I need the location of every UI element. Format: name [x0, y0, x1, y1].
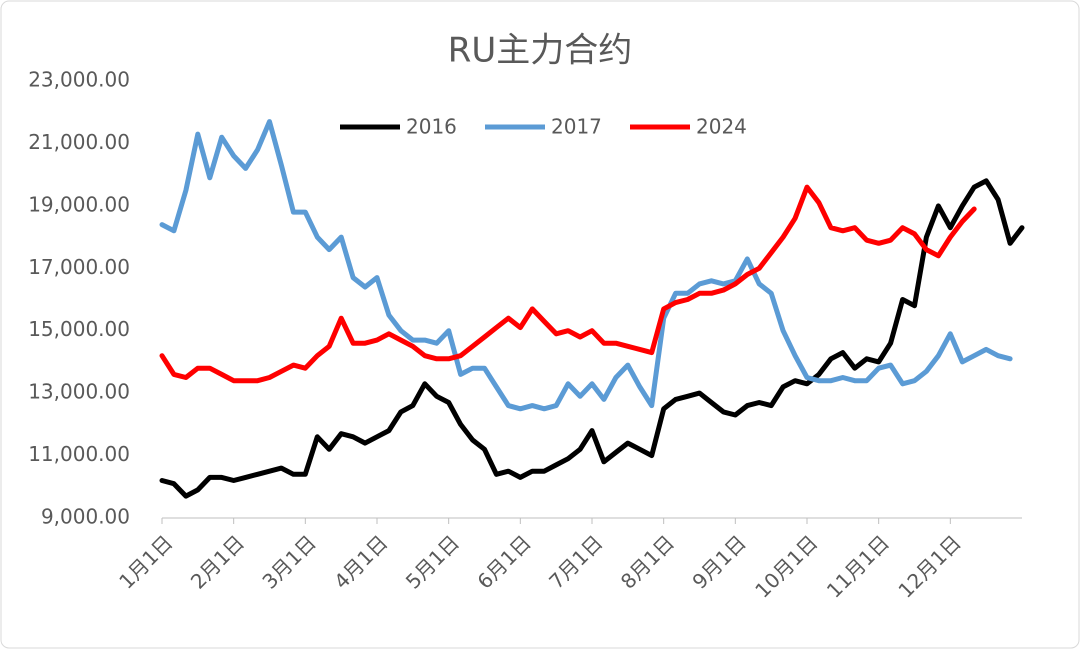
- y-tick-label: 23,000.00: [28, 68, 130, 92]
- y-tick-label: 21,000.00: [28, 130, 130, 154]
- legend-label: 2017: [551, 115, 602, 139]
- y-tick-label: 19,000.00: [28, 192, 130, 216]
- y-tick-label: 13,000.00: [28, 380, 130, 404]
- legend-label: 2016: [406, 115, 457, 139]
- y-tick-label: 11,000.00: [28, 442, 130, 466]
- chart-title: RU主力合约: [448, 31, 633, 71]
- series-line: [159, 119, 1013, 412]
- legend-label: 2024: [696, 115, 747, 139]
- series-line: [159, 178, 1025, 499]
- y-tick-label: 15,000.00: [28, 317, 130, 341]
- y-tick-label: 17,000.00: [28, 255, 130, 279]
- series-line: [159, 184, 977, 384]
- y-tick-label: 9,000.00: [41, 505, 130, 529]
